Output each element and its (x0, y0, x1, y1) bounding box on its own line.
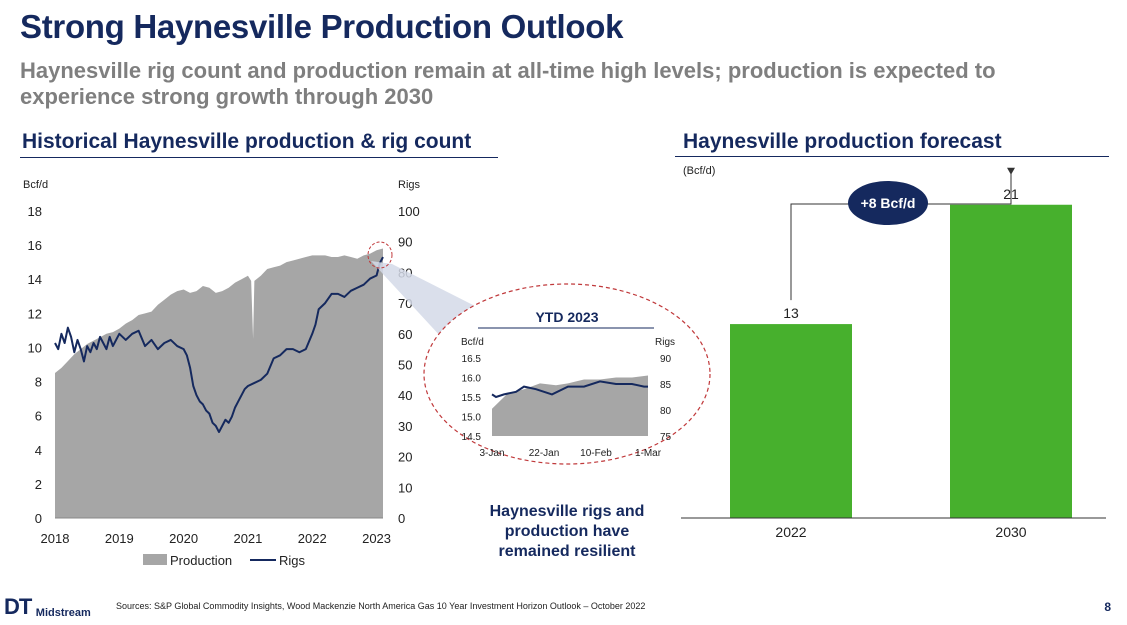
historical-right-tick-label: 40 (398, 388, 412, 403)
historical-right-unit: Rigs (398, 179, 421, 191)
inset-rigs-line (491, 380, 648, 399)
forecast-unit: (Bcf/d) (683, 165, 715, 177)
historical-left-tick-label: 6 (35, 409, 42, 424)
inset-left-tick-label: 14.5 (462, 432, 482, 443)
source-note: Sources: S&P Global Commodity Insights, … (116, 601, 646, 611)
inset-production-area (492, 375, 648, 436)
inset-x-tick-label: 3-Jan (479, 448, 504, 459)
page-subtitle: Haynesville rig count and production rem… (20, 58, 996, 109)
production-area-series (55, 248, 383, 518)
inset-left-tick-label: 15.0 (462, 413, 482, 424)
historical-left-tick-label: 16 (28, 238, 42, 253)
historical-left-tick-label: 0 (35, 511, 42, 526)
historical-left-tick-label: 14 (28, 272, 42, 287)
inset-right-tick-label: 90 (660, 354, 672, 365)
historical-left-tick-label: 4 (35, 443, 42, 458)
historical-section-title: Historical Haynesville production & rig … (22, 130, 472, 153)
historical-section-rule (20, 157, 498, 158)
forecast-category-label: 2022 (775, 524, 806, 540)
growth-annotation-pill (848, 181, 928, 225)
page-title: Strong Haynesville Production Outlook (20, 8, 624, 45)
inset-right-tick-label: 75 (660, 432, 672, 443)
forecast-section-title: Haynesville production forecast (683, 130, 1002, 153)
page-number: 8 (1104, 600, 1111, 614)
historical-right-tick-label: 20 (398, 450, 412, 465)
inset-left-tick-label: 16.5 (462, 354, 482, 365)
forecast-section-rule (675, 156, 1109, 157)
historical-right-tick-label: 90 (398, 235, 412, 250)
zoom-connector-wedge (371, 261, 475, 338)
legend-production-label: Production (170, 553, 232, 568)
historical-x-tick-label: 2023 (362, 531, 391, 546)
legend-production-swatch (143, 554, 167, 565)
inset-x-tick-label: 10-Feb (580, 448, 612, 459)
forecast-bar (950, 204, 1072, 518)
historical-left-tick-label: 12 (28, 306, 42, 321)
forecast-bar (730, 324, 852, 518)
historical-left-tick-label: 8 (35, 375, 42, 390)
dt-logo-mark: DT (4, 594, 32, 619)
inset-left-tick-label: 15.5 (462, 393, 482, 404)
growth-annotation-label: +8 Bcf/d (861, 195, 916, 211)
dt-logo-word: Midstream (35, 607, 91, 619)
growth-bracket-arrowhead (1007, 167, 1015, 175)
historical-right-tick-label: 100 (398, 204, 420, 219)
historical-right-tick-label: 0 (398, 511, 405, 526)
zoom-highlight-circle (367, 241, 393, 269)
forecast-category-label: 2030 (995, 524, 1026, 540)
historical-left-tick-label: 10 (28, 340, 42, 355)
historical-x-tick-label: 2019 (105, 531, 134, 546)
inset-x-tick-label: 1-Mar (635, 448, 662, 459)
inset-right-tick-label: 85 (660, 380, 672, 391)
historical-left-unit: Bcf/d (23, 179, 48, 191)
historical-right-tick-label: 50 (398, 358, 412, 373)
inset-right-tick-label: 80 (660, 406, 672, 417)
historical-right-tick-label: 30 (398, 419, 412, 434)
legend-rigs-label: Rigs (279, 553, 306, 568)
inset-left-tick-label: 16.0 (462, 374, 482, 385)
historical-x-tick-label: 2022 (298, 531, 327, 546)
inset-x-tick-label: 22-Jan (529, 448, 560, 459)
forecast-bar-value-label: 13 (783, 305, 799, 321)
historical-left-tick-label: 18 (28, 204, 42, 219)
historical-x-tick-label: 2021 (233, 531, 262, 546)
dt-midstream-logo: DT Midstream (4, 594, 91, 620)
historical-x-tick-label: 2018 (41, 531, 70, 546)
rigs-line-series (54, 256, 384, 434)
historical-left-tick-label: 2 (35, 477, 42, 492)
resilience-callout: Haynesville rigs and production have rem… (489, 503, 645, 560)
inset-left-unit: Bcf/d (461, 337, 484, 348)
historical-right-tick-label: 10 (398, 480, 412, 495)
inset-title: YTD 2023 (535, 309, 598, 325)
inset-right-unit: Rigs (655, 337, 675, 348)
historical-right-tick-label: 60 (398, 327, 412, 342)
historical-x-tick-label: 2020 (169, 531, 198, 546)
